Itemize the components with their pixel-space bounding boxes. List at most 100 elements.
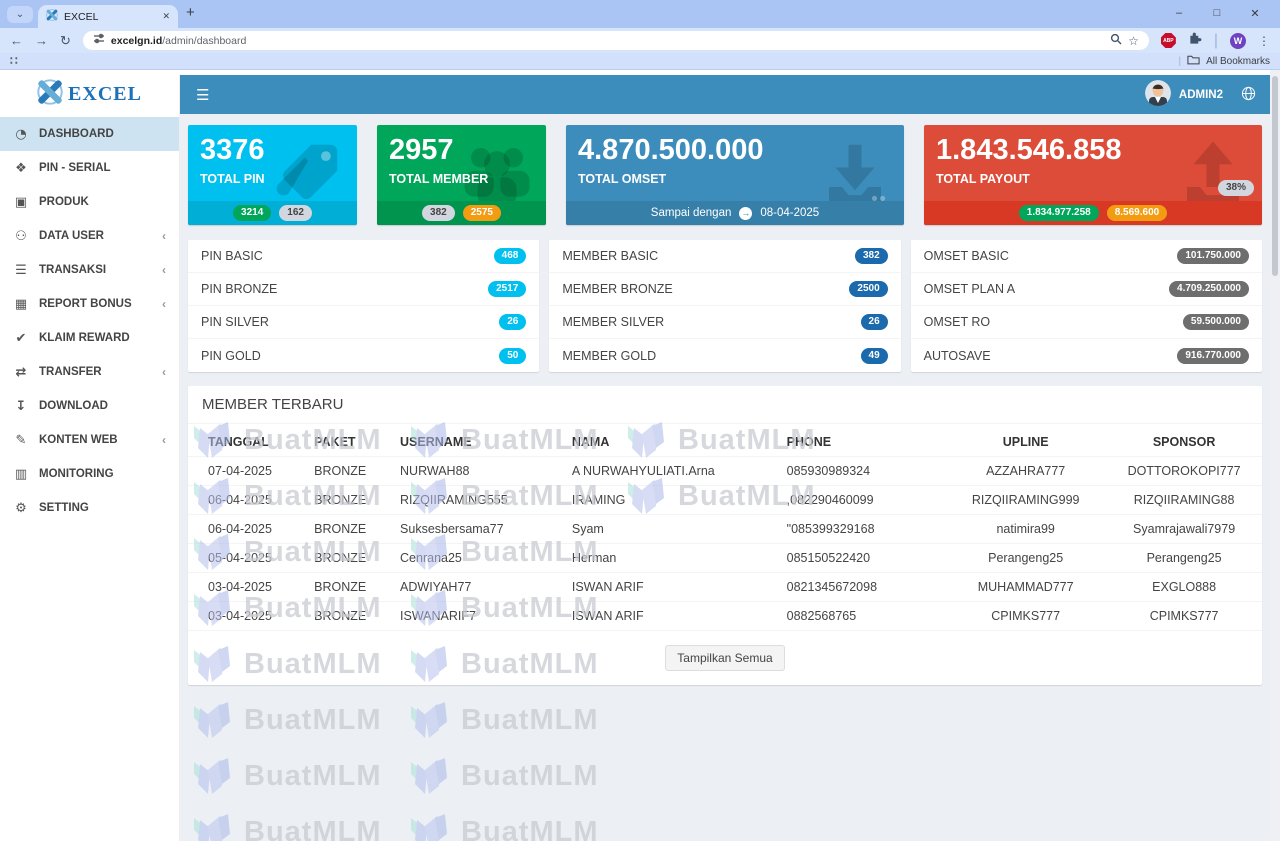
panel-row-badge: 101.750.000 [1177,248,1249,264]
chevron-left-icon: ‹ [162,263,166,277]
panel-row-label: OMSET RO [923,315,991,329]
sidebar-item-data-user[interactable]: ⚇ DATA USER ‹ [0,219,179,253]
sidebar-item-label: DASHBOARD [39,128,114,140]
sidebar-item-download[interactable]: ↧ DOWNLOAD [0,389,179,423]
tab-close-icon[interactable]: ✕ [162,11,170,21]
table-cell: RIZQIIRAMING555 [392,485,564,515]
close-button[interactable]: ✕ [1250,7,1260,20]
sidebar-item-dashboard[interactable]: ◔ DASHBOARD [0,117,179,151]
table-cell: DOTTOROKOPI777 [1106,456,1262,486]
panel-row-label: MEMBER SILVER [562,315,665,329]
card-badge: 382 [422,205,455,221]
table-row: 03-04-2025 BRONZE ADWIYAH77 ISWAN ARIF 08213… [188,572,1262,602]
table-cell: AZZAHRA777 [945,456,1107,486]
panel-row-label: MEMBER GOLD [562,348,657,363]
table-cell: Cenrana25 [392,543,564,573]
minimize-button[interactable]: – [1175,7,1183,19]
table-cell: Suksesbersama77 [392,514,564,544]
card-label: TOTAL PIN [200,172,265,187]
all-bookmarks-label[interactable]: All Bookmarks [1206,55,1270,67]
table-header-paket: PAKET [306,428,393,457]
table-cell: 085930989324 [778,456,946,486]
forward-icon[interactable]: → [35,33,48,48]
url-bar[interactable]: excelgn.id/admin/dashboard ☆ [82,31,1149,50]
adblock-extension-icon[interactable]: ABP [1160,33,1176,48]
reload-icon[interactable]: ↻ [60,32,71,48]
panel-row-label: PIN BASIC [201,249,263,263]
table-header-tanggal: TANGGAL [188,428,307,457]
table-cell: 0882568765 [778,601,946,631]
profile-avatar[interactable]: W [1230,32,1246,49]
apps-grid-icon[interactable]: ∷ [10,54,18,68]
url-path: /admin/dashboard [162,34,247,47]
card-footer-date: 08-04-2025 [760,207,820,219]
back-icon[interactable]: ← [10,33,23,48]
table-row: 03-04-2025 BRONZE ISWANARIF7 ISWAN ARIF 0882… [188,601,1262,631]
check-icon: ✔ [15,330,27,346]
table-cell: IRAMING [563,485,779,515]
globe-icon[interactable] [1241,86,1256,104]
tab-search-button[interactable]: ⌄ [7,6,33,23]
card-footer: Sampai dengan → 08-04-2025 [566,201,904,225]
sidebar-item-setting[interactable]: ⚙ SETTING [0,491,179,525]
panel-row: PIN BRONZE 2517 [188,273,540,306]
sidebar-item-label: SETTING [39,502,89,514]
sidebar-item-label: MONITORING [39,468,114,480]
panel-row: AUTOSAVE 916.770.000 [911,339,1262,372]
stat-card-total-omset: 4.870.500.000 TOTAL OMSET Sampai dengan → 08… [566,125,904,225]
browser-toolbar: ← → ↻ excelgn.id/admin/dashboard ☆ ABP |… [0,28,1280,53]
sidebar-item-report-bonus[interactable]: ▦ REPORT BONUS ‹ [0,287,179,321]
table-cell: natimira99 [945,514,1107,544]
member-table: TANGGAL PAKET USERNAME NAMA PHONE UPLINE SPONS… [188,428,1262,631]
page-scrollbar[interactable] [1270,70,1280,841]
new-tab-button[interactable]: + [186,4,195,21]
panel-row-label: PIN BRONZE [201,282,278,296]
table-cell: BRONZE [306,485,393,515]
sidebar-item-klaim-reward[interactable]: ✔ KLAIM REWARD [0,321,179,355]
browser-menu-icon[interactable]: ⋮ [1258,33,1270,48]
summary-panels-row: PIN BASIC 468 PIN BRONZE 2517 PIN SILVER 26 PI… [188,240,1262,372]
table-header-phone: PHONE [778,428,946,457]
site-info-icon[interactable] [93,33,105,48]
user-avatar[interactable] [1144,80,1171,109]
table-cell: EXGLO888 [1106,572,1262,602]
app-logo[interactable]: EXCEL [0,75,179,114]
zoom-icon[interactable] [1110,33,1122,48]
table-row: 07-04-2025 BRONZE NURWAH88 A NURWAHYULIATI.… [188,456,1262,486]
table-cell: BRONZE [306,572,393,602]
table-cell: RIZQIIRAMING999 [945,485,1107,515]
card-label: TOTAL MEMBER [389,172,489,187]
watermark: BuatMLM [190,700,381,740]
app-viewport: ☰ ADMIN2 EXCEL ◔ DASHBOARD ❖ PIN - SERIAL ▣ P… [0,70,1280,841]
sidebar-item-produk[interactable]: ▣ PRODUK [0,185,179,219]
hamburger-menu-icon[interactable]: ☰ [196,86,210,104]
sidebar-item-pin-serial[interactable]: ❖ PIN - SERIAL [0,151,179,185]
show-all-button[interactable]: Tampilkan Semua [665,645,785,671]
panel-row-label: MEMBER BRONZE [562,282,673,296]
extensions-puzzle-icon[interactable] [1188,31,1202,50]
table-row: 06-04-2025 BRONZE RIZQIIRAMING555 IRAMING ,0… [188,485,1262,515]
sidebar-item-monitoring[interactable]: ▥ MONITORING [0,457,179,491]
table-row: 06-04-2025 BRONZE Suksesbersama77 Syam "0853… [188,514,1262,544]
panel-row-badge: 382 [854,248,888,264]
sidebar-item-transaksi[interactable]: ☰ TRANSAKSI ‹ [0,253,179,287]
chart-icon: ▥ [14,466,28,482]
table-title: MEMBER TERBARU [188,386,1262,424]
tab-favicon-icon [46,9,58,24]
sidebar-item-konten-web[interactable]: ✎ KONTEN WEB ‹ [0,423,179,457]
bookmark-star-icon[interactable]: ☆ [1128,33,1139,48]
header-username[interactable]: ADMIN2 [1178,88,1223,101]
card-label: TOTAL OMSET [578,172,667,187]
card-footer: 382 2575 [377,201,546,225]
chevron-left-icon: ‹ [162,229,166,243]
sidebar-menu: ◔ DASHBOARD ❖ PIN - SERIAL ▣ PRODUK ⚇ DATA USER… [0,117,179,525]
table-cell: BRONZE [306,543,393,573]
watermark-text: BuatMLM [244,815,382,841]
browser-tab[interactable]: EXCEL ✕ [38,5,178,28]
card-badge: 3214 [233,205,272,221]
sidebar-item-transfer[interactable]: ⇄ TRANSFER ‹ [0,355,179,389]
watermark: BuatMLM [190,812,381,841]
scrollbar-thumb[interactable] [1272,76,1278,276]
panel-row: OMSET RO 59.500.000 [910,306,1262,339]
maximize-button[interactable]: □ [1213,7,1221,19]
